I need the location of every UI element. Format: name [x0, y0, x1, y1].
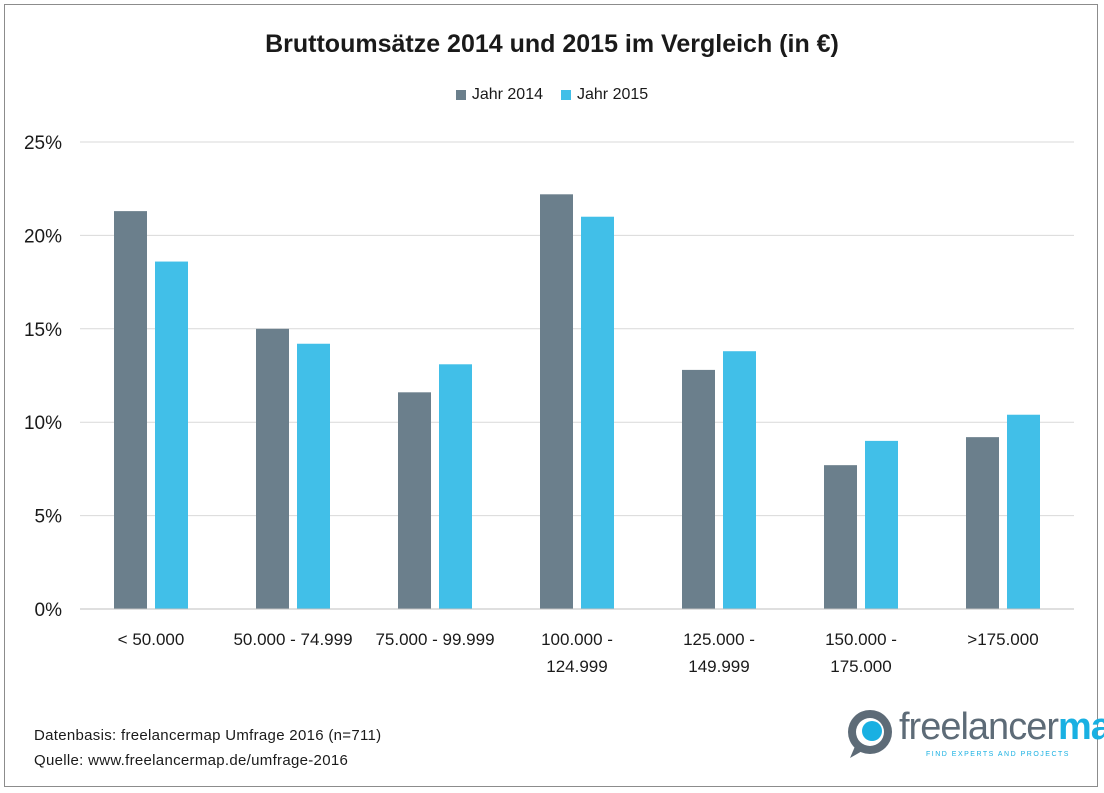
legend-label-2015: Jahr 2015 — [577, 86, 649, 103]
y-tick-label: 15% — [24, 320, 62, 341]
legend-item-2014: Jahr 2014 — [455, 86, 543, 104]
bar-jahr-2014 — [256, 328, 289, 609]
logo-wordmark: freelancermap — [899, 706, 1104, 748]
x-tick-label: 50.000 - 74.999 — [233, 630, 352, 649]
bar-jahr-2014 — [398, 392, 431, 609]
bar-jahr-2014 — [966, 437, 999, 609]
x-tick-label: 149.999 — [688, 657, 749, 676]
x-tick-label: 75.000 - 99.999 — [375, 630, 494, 649]
bar-jahr-2015 — [155, 261, 188, 609]
legend-swatch-2015 — [561, 90, 571, 100]
bar-jahr-2015 — [297, 343, 330, 609]
y-tick-label: 25% — [24, 133, 62, 154]
x-tick-label: 125.000 - — [683, 630, 755, 649]
bar-jahr-2015 — [723, 351, 756, 609]
legend-label-2014: Jahr 2014 — [471, 86, 543, 103]
bar-chart: 0% 5% 10% 15% 20% 25% < 50.000 50.000 - 74.999 7… — [24, 133, 1074, 676]
bar-jahr-2014 — [682, 369, 715, 609]
y-tick-label: 20% — [24, 226, 62, 247]
x-tick-label: 150.000 - — [825, 630, 897, 649]
bar-jahr-2015 — [581, 216, 614, 609]
logo-tagline: FIND EXPERTS AND PROJECTS — [926, 751, 1070, 758]
legend-swatch-2014 — [455, 90, 466, 100]
x-tick-label: < 50.000 — [118, 630, 185, 649]
x-tick-label: 175.000 — [830, 657, 891, 676]
freelancermap-logo: freelancermap FIND EXPERTS AND PROJECTS — [846, 704, 1104, 764]
y-tick-label: 0% — [35, 600, 63, 621]
x-tick-label: 124.999 — [546, 657, 607, 676]
x-tick-label: 100.000 - — [541, 630, 613, 649]
footer-quelle: Quelle: www.freelancermap.de/umfrage-201… — [34, 752, 349, 769]
bar-jahr-2014 — [540, 194, 573, 609]
bar-jahr-2014 — [824, 465, 857, 609]
freelancermap-logo-icon — [848, 710, 892, 758]
bar-jahr-2015 — [865, 440, 898, 609]
x-tick-label: >175.000 — [967, 630, 1038, 649]
legend-item-2015: Jahr 2015 — [561, 86, 648, 104]
bar-jahr-2015 — [1007, 414, 1040, 609]
bar-jahr-2015 — [439, 364, 472, 609]
chart-title: Bruttoumsätze 2014 und 2015 im Vergleich… — [265, 30, 839, 58]
y-tick-label: 10% — [24, 413, 62, 434]
bar-jahr-2014 — [114, 211, 147, 609]
chart-legend: Jahr 2014 Jahr 2015 — [0, 86, 1104, 104]
y-tick-label: 5% — [35, 507, 63, 528]
footer-datenbasis: Datenbasis: freelancermap Umfrage 2016 (… — [34, 727, 382, 744]
